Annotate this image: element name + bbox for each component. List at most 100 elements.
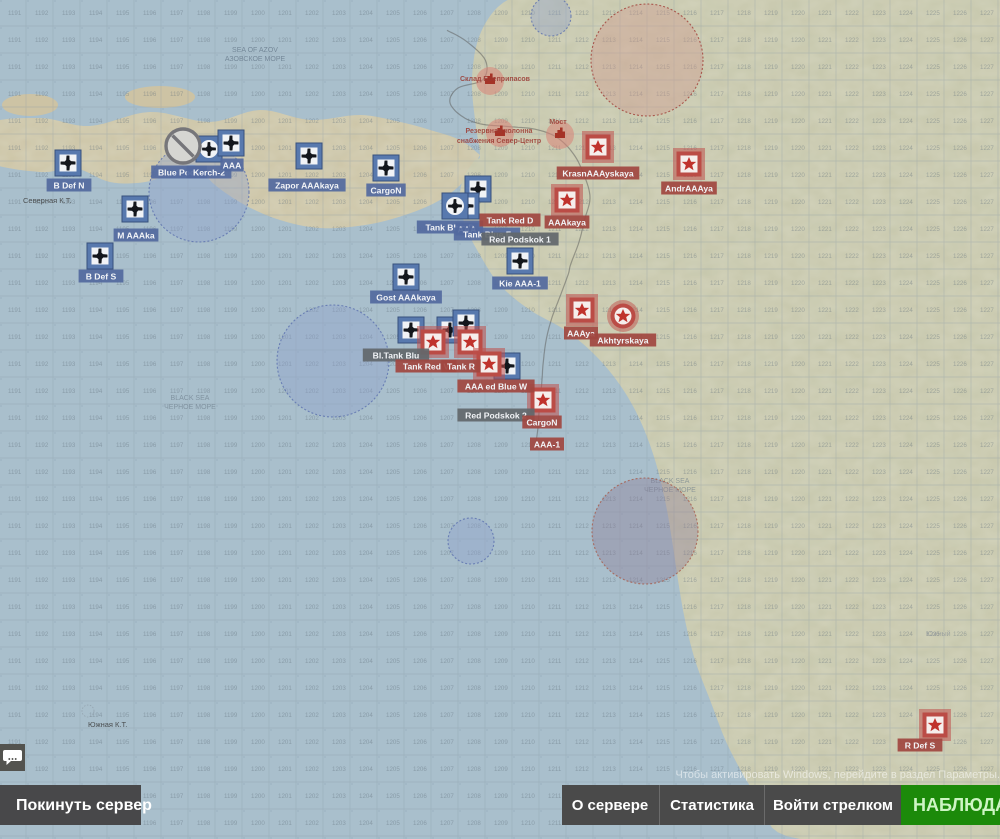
svg-text:1193: 1193 [62,739,76,746]
svg-text:1224: 1224 [899,442,913,449]
svg-text:1220: 1220 [791,253,805,260]
svg-text:1203: 1203 [332,64,346,71]
svg-text:1209: 1209 [494,10,508,17]
svg-text:1203: 1203 [332,91,346,98]
svg-text:1195: 1195 [116,10,130,17]
svg-text:1199: 1199 [224,361,238,368]
svg-text:1203: 1203 [332,280,346,287]
svg-text:1199: 1199 [224,793,238,800]
svg-text:1206: 1206 [413,685,427,692]
svg-text:1198: 1198 [197,685,211,692]
svg-text:1220: 1220 [791,37,805,44]
svg-text:BLACK SEA: BLACK SEA [171,395,210,402]
svg-text:1203: 1203 [332,766,346,773]
svg-text:Северная К.Т.: Северная К.Т. [23,196,72,205]
svg-text:1225: 1225 [926,253,940,260]
svg-text:1209: 1209 [494,766,508,773]
svg-text:1200: 1200 [251,307,265,314]
svg-text:1224: 1224 [899,496,913,503]
svg-text:1221: 1221 [818,496,832,503]
svg-text:1206: 1206 [413,604,427,611]
svg-text:1225: 1225 [926,37,940,44]
svg-text:1211: 1211 [548,550,562,557]
svg-text:1201: 1201 [278,550,292,557]
svg-text:1204: 1204 [359,199,373,206]
svg-text:1222: 1222 [845,739,859,746]
svg-text:1194: 1194 [89,91,103,98]
svg-text:1219: 1219 [764,307,778,314]
svg-text:1192: 1192 [35,307,49,314]
svg-text:1221: 1221 [818,523,832,530]
svg-text:1224: 1224 [899,199,913,206]
svg-text:1222: 1222 [845,199,859,206]
svg-text:1218: 1218 [737,604,751,611]
svg-text:1204: 1204 [359,415,373,422]
svg-text:1220: 1220 [791,631,805,638]
svg-text:1200: 1200 [251,523,265,530]
svg-text:1221: 1221 [818,199,832,206]
svg-text:1205: 1205 [386,631,400,638]
svg-text:1212: 1212 [575,388,589,395]
svg-text:1227: 1227 [980,334,994,341]
svg-text:1210: 1210 [521,604,535,611]
svg-text:1192: 1192 [35,415,49,422]
svg-text:1204: 1204 [359,550,373,557]
svg-text:1191: 1191 [8,685,22,692]
svg-text:1194: 1194 [89,415,103,422]
svg-text:1199: 1199 [224,91,238,98]
svg-text:1212: 1212 [575,442,589,449]
svg-text:1201: 1201 [278,415,292,422]
svg-text:1204: 1204 [359,766,373,773]
svg-text:1207: 1207 [440,469,454,476]
svg-text:Zapor AAAkaya: Zapor AAAkaya [275,180,339,190]
svg-text:1220: 1220 [791,199,805,206]
svg-text:1201: 1201 [278,442,292,449]
svg-text:1223: 1223 [872,361,886,368]
svg-text:1202: 1202 [305,793,319,800]
svg-text:AAA ed Blue W: AAA ed Blue W [465,381,528,391]
svg-text:1197: 1197 [170,523,184,530]
svg-text:1219: 1219 [764,550,778,557]
svg-text:1194: 1194 [89,658,103,665]
svg-text:1197: 1197 [170,118,184,125]
svg-text:1192: 1192 [35,361,49,368]
svg-text:1192: 1192 [35,523,49,530]
svg-text:1217: 1217 [710,550,724,557]
svg-text:1194: 1194 [89,712,103,719]
svg-text:1196: 1196 [143,550,157,557]
svg-text:1193: 1193 [62,577,76,584]
svg-text:1201: 1201 [278,37,292,44]
svg-text:1209: 1209 [494,658,508,665]
svg-text:1220: 1220 [791,442,805,449]
svg-text:1211: 1211 [548,793,562,800]
svg-text:1210: 1210 [521,523,535,530]
svg-text:1200: 1200 [251,64,265,71]
svg-text:1191: 1191 [8,307,22,314]
svg-text:1200: 1200 [251,37,265,44]
svg-text:1225: 1225 [926,496,940,503]
svg-text:1218: 1218 [737,388,751,395]
svg-text:1194: 1194 [89,64,103,71]
svg-text:1197: 1197 [170,307,184,314]
svg-text:1215: 1215 [656,469,670,476]
svg-text:1195: 1195 [116,442,130,449]
svg-text:1196: 1196 [143,118,157,125]
svg-text:1201: 1201 [278,118,292,125]
svg-text:1222: 1222 [845,712,859,719]
svg-text:1216: 1216 [683,631,697,638]
svg-text:1205: 1205 [386,712,400,719]
svg-text:1210: 1210 [521,334,535,341]
svg-text:1207: 1207 [440,685,454,692]
svg-text:1223: 1223 [872,712,886,719]
svg-text:1223: 1223 [872,523,886,530]
svg-text:1194: 1194 [89,685,103,692]
svg-text:1201: 1201 [278,91,292,98]
svg-text:1224: 1224 [899,145,913,152]
svg-text:1223: 1223 [872,280,886,287]
svg-text:1202: 1202 [305,469,319,476]
svg-text:1214: 1214 [629,226,643,233]
svg-text:1208: 1208 [467,820,481,827]
svg-text:1203: 1203 [332,172,346,179]
svg-text:1196: 1196 [143,442,157,449]
svg-text:1201: 1201 [278,523,292,530]
